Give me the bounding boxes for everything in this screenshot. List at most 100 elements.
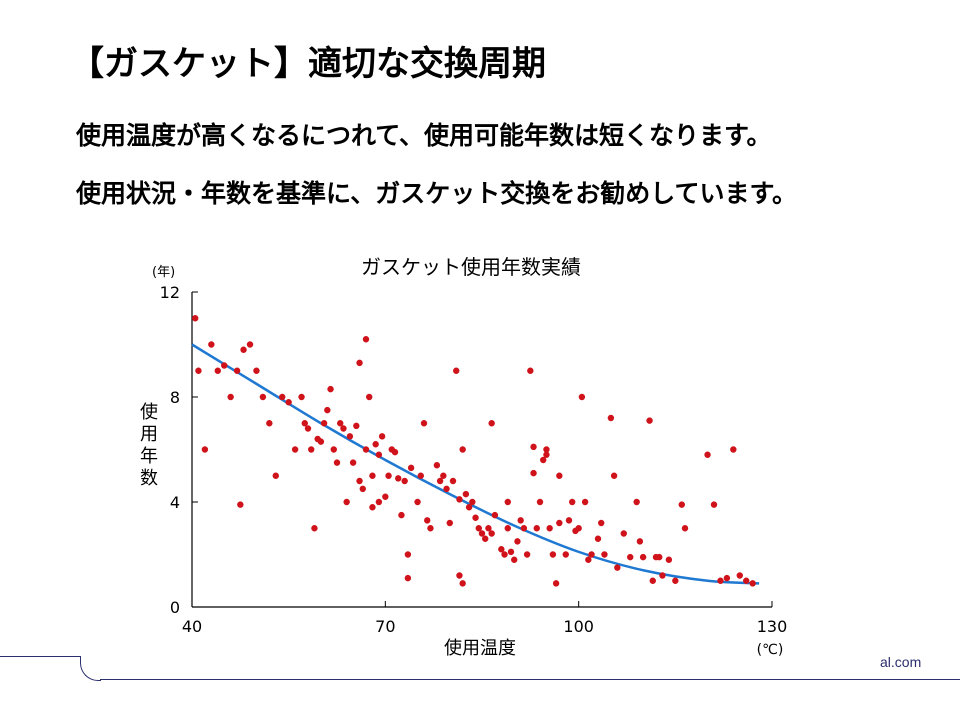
- data-point: [453, 367, 460, 374]
- x-axis-unit: (℃): [757, 642, 784, 658]
- data-point: [343, 498, 350, 506]
- x-axis-label: 使用温度: [444, 638, 516, 659]
- data-point: [456, 572, 463, 579]
- data-point: [665, 556, 673, 563]
- data-point: [614, 564, 621, 571]
- data-point: [743, 577, 750, 584]
- data-point: [398, 511, 405, 519]
- chart-ticks: 40 70 100 130 0 4 8 12: [160, 283, 788, 636]
- data-point: [359, 485, 366, 493]
- x-tick-label: 70: [375, 617, 395, 636]
- data-point: [424, 517, 431, 524]
- data-point: [578, 393, 586, 401]
- data-point: [378, 433, 386, 440]
- data-point: [549, 551, 557, 558]
- footer-rule-left: [0, 656, 80, 657]
- data-point: [420, 420, 428, 427]
- data-point: [362, 446, 370, 453]
- data-point: [317, 438, 325, 445]
- y-axis-label-char: 年: [140, 446, 158, 467]
- data-point: [285, 399, 292, 406]
- data-point: [369, 472, 376, 479]
- data-point: [330, 446, 337, 453]
- data-point: [337, 420, 344, 427]
- data-point: [340, 425, 347, 432]
- data-point: [366, 393, 373, 401]
- data-point: [346, 433, 354, 440]
- footer-rule-bottom: [100, 679, 960, 680]
- data-point: [620, 530, 627, 537]
- data-point: [540, 456, 547, 464]
- data-point: [320, 420, 328, 427]
- data-point: [588, 551, 595, 558]
- data-point: [436, 477, 444, 485]
- data-point: [372, 441, 379, 448]
- data-point: [349, 459, 357, 466]
- data-point: [298, 393, 305, 401]
- data-points: [192, 315, 756, 587]
- data-point: [324, 406, 331, 414]
- data-point: [272, 472, 279, 479]
- data-point: [375, 498, 383, 506]
- data-point: [362, 336, 370, 343]
- data-point: [543, 451, 550, 458]
- data-point: [581, 498, 589, 506]
- data-point: [546, 525, 553, 532]
- data-point: [507, 548, 515, 556]
- data-point: [459, 580, 466, 587]
- data-point: [227, 393, 234, 401]
- data-point: [385, 472, 392, 479]
- data-point: [414, 498, 421, 506]
- data-point: [253, 367, 260, 374]
- y-axis-unit: (年): [152, 265, 175, 280]
- y-axis-label: 使用年数: [140, 402, 158, 489]
- data-point: [636, 538, 644, 545]
- data-point: [308, 446, 315, 453]
- data-point: [717, 577, 724, 584]
- data-point: [710, 501, 718, 508]
- data-point: [704, 451, 711, 458]
- y-tick-label: 0: [170, 598, 180, 617]
- data-point: [594, 535, 602, 542]
- data-point: [404, 574, 412, 582]
- data-point: [195, 367, 202, 374]
- data-point: [375, 451, 383, 458]
- data-point: [246, 341, 254, 348]
- data-point: [417, 472, 424, 479]
- data-point: [240, 346, 247, 353]
- data-point: [472, 514, 479, 521]
- data-point: [433, 462, 441, 469]
- data-point: [488, 530, 495, 537]
- data-point: [678, 501, 685, 508]
- data-point: [536, 498, 544, 506]
- data-point: [501, 551, 508, 558]
- data-point: [391, 448, 399, 456]
- chart-svg: ガスケット使用年数実績 (年) (℃) 使用温度 使用年数 40 70 100 130…: [140, 255, 788, 659]
- y-tick-label: 8: [170, 388, 180, 407]
- data-point: [279, 393, 286, 401]
- data-point: [627, 553, 634, 561]
- footer-rule-curve: [80, 656, 101, 681]
- data-point: [469, 498, 476, 506]
- data-point: [656, 553, 663, 561]
- data-point: [233, 367, 241, 374]
- data-point: [456, 496, 463, 503]
- data-point: [449, 477, 457, 485]
- data-point: [736, 572, 743, 579]
- data-point: [569, 498, 576, 506]
- description-line-1: 使用温度が高くなるにつれて、使用可能年数は短くなります。: [76, 121, 772, 150]
- data-point: [649, 577, 656, 584]
- data-point: [478, 530, 486, 537]
- data-point: [520, 525, 528, 532]
- data-point: [311, 525, 318, 532]
- data-point: [266, 420, 273, 427]
- data-point: [552, 580, 560, 587]
- data-point: [498, 546, 505, 553]
- data-point: [646, 417, 653, 424]
- data-point: [601, 551, 608, 558]
- data-point: [221, 362, 228, 369]
- data-point: [723, 574, 731, 582]
- data-point: [304, 425, 312, 432]
- data-point: [440, 472, 447, 479]
- x-tick-label: 130: [757, 617, 788, 636]
